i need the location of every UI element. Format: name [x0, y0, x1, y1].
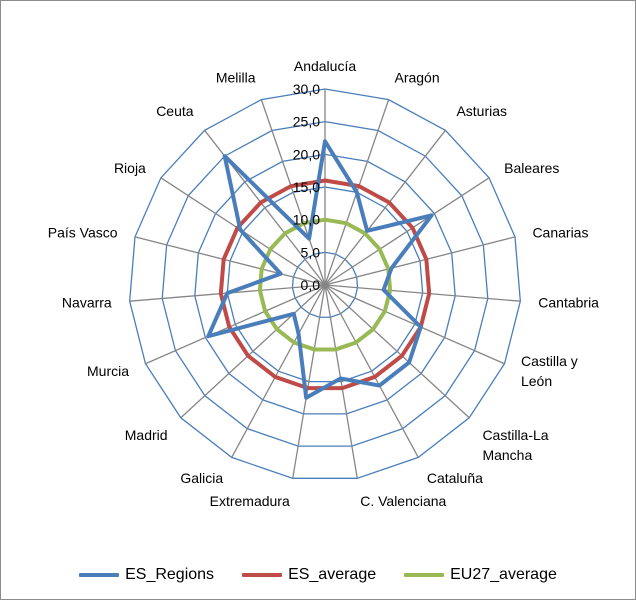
tick-label: 30,0	[293, 81, 320, 97]
spoke	[324, 284, 470, 419]
tick-label: 0,0	[301, 277, 321, 293]
category-label-line: Castilla-La	[482, 427, 548, 443]
spoke	[145, 284, 326, 365]
radial-tick-labels: 0,0 5,0 10,0 15,0 20,0 25,0 30,0	[293, 81, 320, 293]
legend: ES_Regions ES_average EU27_average	[1, 563, 635, 587]
tick-label: 5,0	[301, 244, 321, 260]
category-label: Asturias	[456, 103, 507, 119]
spoke	[324, 236, 516, 286]
category-label-line: Melilla	[216, 70, 256, 86]
series-line-es-regions	[206, 139, 434, 400]
category-label: Murcia	[87, 363, 129, 379]
category-labels: Andalucía Aragón Asturias Baleares Canarias C…	[48, 58, 599, 509]
tick-label: 15,0	[293, 179, 320, 195]
spoke	[260, 99, 326, 286]
legend-label-eu27-average: EU27_average	[450, 566, 557, 583]
category-label: Aragón	[394, 70, 439, 86]
category-label-line: Extremadura	[210, 493, 290, 509]
spoke	[180, 284, 326, 419]
legend-swatch-es-regions	[79, 573, 120, 577]
radar-chart: 0,0 5,0 10,0 15,0 20,0 25,0 30,0 Andalucía Arag…	[48, 58, 599, 509]
spoke	[324, 284, 521, 302]
category-label-line: C. Valenciana	[360, 493, 446, 509]
category-label-line: León	[521, 373, 552, 389]
category-label-line: Galicia	[180, 470, 223, 486]
legend-swatch-eu27-average	[404, 573, 445, 577]
category-label: Extremadura	[210, 493, 290, 509]
grid-ring	[161, 121, 489, 447]
category-label: Rioja	[114, 160, 146, 176]
spoke	[324, 284, 505, 365]
category-label-line: Rioja	[114, 160, 146, 176]
spoke	[292, 284, 326, 479]
grid-ring	[291, 251, 359, 318]
legend-swatch-es-average	[242, 573, 283, 577]
tick-label: 20,0	[293, 146, 320, 162]
category-label-line: Cantabria	[538, 295, 599, 311]
category-label-line: Asturias	[456, 103, 507, 119]
category-label: C. Valenciana	[360, 493, 446, 509]
series-lines	[206, 139, 434, 400]
spoke	[324, 177, 490, 286]
category-label: País Vasco	[48, 224, 118, 240]
category-label-line: Cataluña	[427, 470, 483, 486]
category-label: Navarra	[62, 295, 112, 311]
category-label: Castilla-La Mancha	[482, 427, 548, 463]
legend-item-eu27-average: EU27_average	[404, 566, 557, 584]
category-label-line: Castilla y	[521, 353, 578, 369]
series-line-eu27-average	[257, 217, 393, 352]
category-label-line: Andalucía	[294, 58, 356, 74]
grid-ring	[226, 186, 424, 383]
category-label: Canarias	[532, 224, 588, 240]
legend-item-es-average: ES_average	[242, 566, 376, 584]
category-label: Baleares	[504, 160, 559, 176]
category-label: Galicia	[180, 470, 223, 486]
category-label-line: Mancha	[482, 447, 532, 463]
spoke	[324, 129, 446, 286]
category-label: Andalucía	[294, 58, 356, 74]
category-label-line: Murcia	[87, 363, 129, 379]
category-label-line: Madrid	[125, 427, 168, 443]
category-label: Melilla	[216, 70, 256, 86]
legend-label-es-average: ES_average	[288, 566, 377, 583]
category-label: Cantabria	[538, 295, 599, 311]
category-label: Castilla y León	[521, 353, 578, 389]
legend-label-es-regions: ES_Regions	[125, 566, 215, 583]
grid-ring	[129, 88, 521, 479]
category-label: Madrid	[125, 427, 168, 443]
category-label-line: Aragón	[394, 70, 439, 86]
spokes	[129, 89, 521, 479]
spoke	[324, 284, 358, 479]
category-label: Cataluña	[427, 470, 483, 486]
category-label-line: Baleares	[504, 160, 559, 176]
category-label-line: Navarra	[62, 295, 112, 311]
legend-item-es-regions: ES_Regions	[79, 566, 214, 584]
category-label: Ceuta	[156, 103, 194, 119]
spoke	[231, 284, 326, 458]
spoke	[324, 284, 419, 458]
tick-label: 25,0	[293, 114, 320, 130]
spoke	[134, 236, 326, 286]
category-label-line: País Vasco	[48, 224, 118, 240]
grid-ring	[194, 153, 456, 415]
category-label-line: Canarias	[532, 224, 588, 240]
tick-label: 10,0	[293, 212, 320, 228]
category-label-line: Ceuta	[156, 103, 194, 119]
